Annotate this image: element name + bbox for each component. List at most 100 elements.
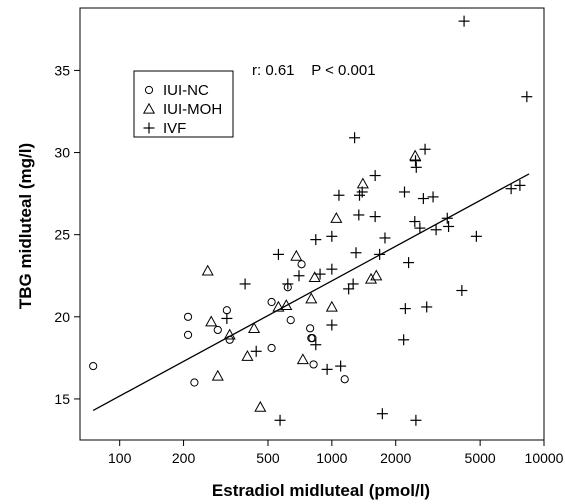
data-point-triangle — [211, 369, 224, 381]
data-point-plus — [326, 230, 338, 242]
data-point-plus — [353, 209, 365, 221]
x-tick-label: 10000 — [525, 450, 564, 466]
x-tick-label: 5000 — [465, 450, 496, 466]
data-point-plus — [221, 312, 233, 324]
data-point-circle — [286, 315, 295, 325]
series-iui-nc — [89, 260, 349, 387]
data-point-circle — [183, 330, 193, 339]
data-point-triangle — [296, 353, 309, 365]
data-point-triangle — [241, 349, 254, 361]
y-tick-label: 30 — [54, 145, 70, 161]
data-point-plus — [427, 191, 439, 203]
y-tick-label: 15 — [54, 391, 70, 407]
x-tick-label: 500 — [256, 450, 280, 466]
x-axis-title: Estradiol midluteal (pmol/l) — [212, 481, 430, 500]
legend-marker-circle — [144, 85, 154, 95]
data-point-plus — [417, 193, 429, 205]
data-point-plus — [356, 186, 368, 198]
y-tick-label: 20 — [54, 309, 70, 325]
data-point-triangle — [370, 269, 383, 281]
data-point-plus — [399, 303, 411, 315]
data-point-circle — [225, 335, 234, 344]
regression-line-group — [92, 173, 530, 412]
data-point-triangle — [308, 271, 321, 283]
data-point-plus — [326, 319, 338, 331]
data-point-plus — [369, 211, 381, 223]
plot-frame — [79, 7, 545, 441]
data-point-plus — [409, 216, 421, 228]
data-point-triangle — [223, 328, 236, 340]
data-point-circle — [308, 334, 317, 343]
data-point-plus — [374, 248, 386, 260]
data-point-plus — [398, 186, 410, 198]
x-tick-label: 200 — [172, 450, 196, 466]
data-point-plus — [456, 285, 468, 297]
data-point-plus — [410, 161, 422, 173]
data-point-plus — [458, 15, 470, 27]
correlation-annotation: r: 0.61 P < 0.001 — [252, 62, 376, 79]
y-tick-label: 25 — [54, 227, 70, 243]
data-point-plus — [333, 189, 345, 201]
x-axis: 100 200 500 1000 2000 5000 10000 — [108, 440, 564, 466]
legend-marker-plus — [143, 122, 155, 134]
data-point-triangle — [356, 177, 369, 189]
data-point-plus — [310, 339, 322, 351]
data-point-plus — [347, 278, 359, 290]
data-point-circle — [213, 325, 222, 335]
data-point-plus — [321, 363, 333, 375]
legend-box — [133, 70, 234, 138]
data-point-plus — [326, 263, 338, 275]
data-point-plus — [379, 232, 391, 244]
data-point-plus — [398, 334, 410, 346]
x-tick-label: 100 — [108, 450, 132, 466]
data-point-triangle — [305, 292, 318, 304]
data-point-triangle — [248, 322, 261, 333]
data-point-plus — [239, 278, 251, 290]
data-point-plus — [419, 143, 431, 155]
data-point-triangle — [325, 300, 338, 312]
data-point-circle — [267, 297, 276, 307]
data-point-plus — [314, 268, 326, 280]
data-point-triangle — [205, 315, 218, 327]
data-point-triangle — [280, 299, 293, 310]
legend-marker-triangle — [142, 102, 156, 114]
data-point-triangle — [272, 300, 285, 312]
data-markers — [89, 15, 533, 426]
data-point-plus — [335, 360, 347, 372]
data-point-plus — [369, 170, 381, 182]
data-point-plus — [274, 414, 286, 426]
x-tick-label: 2000 — [380, 450, 411, 466]
data-point-plus — [272, 248, 284, 260]
data-point-plus — [410, 155, 422, 167]
legend: IUI-NC IUI-MOH IVF — [133, 70, 234, 138]
data-point-plus — [350, 247, 362, 259]
data-point-triangle — [254, 400, 267, 412]
data-point-circle — [297, 260, 306, 269]
y-tick-label: 35 — [54, 62, 70, 78]
data-point-plus — [505, 183, 517, 195]
data-point-plus — [521, 91, 533, 103]
data-point-plus — [310, 234, 322, 246]
regression-line — [92, 173, 530, 412]
data-point-plus — [441, 212, 453, 224]
y-axis: 15 20 25 30 35 — [54, 62, 80, 407]
legend-label: IUI-MOH — [163, 101, 222, 118]
data-point-plus — [514, 179, 526, 191]
data-point-triangle — [201, 264, 214, 276]
data-point-plus — [293, 270, 305, 282]
data-point-plus — [421, 301, 433, 313]
data-point-plus — [414, 222, 426, 234]
data-point-plus — [470, 230, 482, 242]
plot-area — [79, 7, 545, 441]
legend-label: IVF — [163, 120, 186, 137]
data-point-plus — [343, 283, 355, 295]
data-point-circle — [222, 306, 231, 315]
data-point-triangle — [364, 272, 378, 284]
data-point-circle — [190, 378, 199, 387]
data-point-plus — [282, 278, 294, 290]
data-point-plus — [403, 257, 415, 269]
data-point-circle — [309, 360, 318, 369]
data-point-triangle — [330, 212, 343, 223]
series-iui-moh — [201, 149, 422, 412]
